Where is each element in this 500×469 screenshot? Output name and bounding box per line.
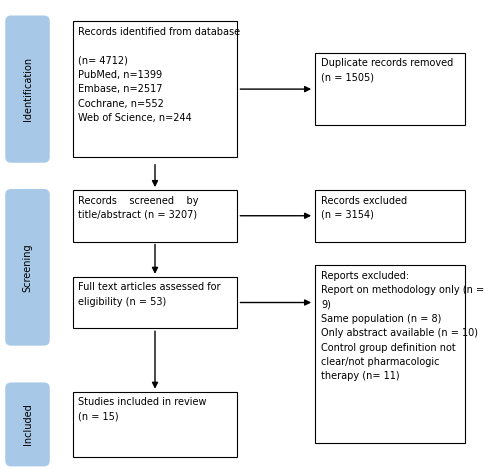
Bar xyxy=(72,21,237,157)
Bar xyxy=(315,190,465,242)
Text: Records identified from database

(n= 4712)
PubMed, n=1399
Embase, n=2517
Cochra: Records identified from database (n= 471… xyxy=(78,27,240,123)
Text: Identification: Identification xyxy=(22,57,32,121)
Text: Screening: Screening xyxy=(22,243,32,292)
Text: Included: Included xyxy=(22,403,32,446)
FancyBboxPatch shape xyxy=(5,189,50,346)
Text: Reports excluded:
Report on methodology only (n =
9)
Same population (n = 8)
Onl: Reports excluded: Report on methodology … xyxy=(321,271,484,381)
FancyBboxPatch shape xyxy=(5,383,50,466)
Bar xyxy=(72,277,237,328)
Bar xyxy=(72,190,237,242)
FancyBboxPatch shape xyxy=(5,15,50,163)
Bar xyxy=(315,53,465,125)
Bar xyxy=(72,392,237,457)
Text: Duplicate records removed
(n = 1505): Duplicate records removed (n = 1505) xyxy=(321,59,453,83)
Text: Full text articles assessed for
eligibility (n = 53): Full text articles assessed for eligibil… xyxy=(78,282,221,307)
Text: Records excluded
(n = 3154): Records excluded (n = 3154) xyxy=(321,196,407,220)
Text: Records    screened    by
title/abstract (n = 3207): Records screened by title/abstract (n = … xyxy=(78,196,199,220)
Text: Studies included in review
(n = 15): Studies included in review (n = 15) xyxy=(78,397,207,422)
Bar xyxy=(315,265,465,443)
